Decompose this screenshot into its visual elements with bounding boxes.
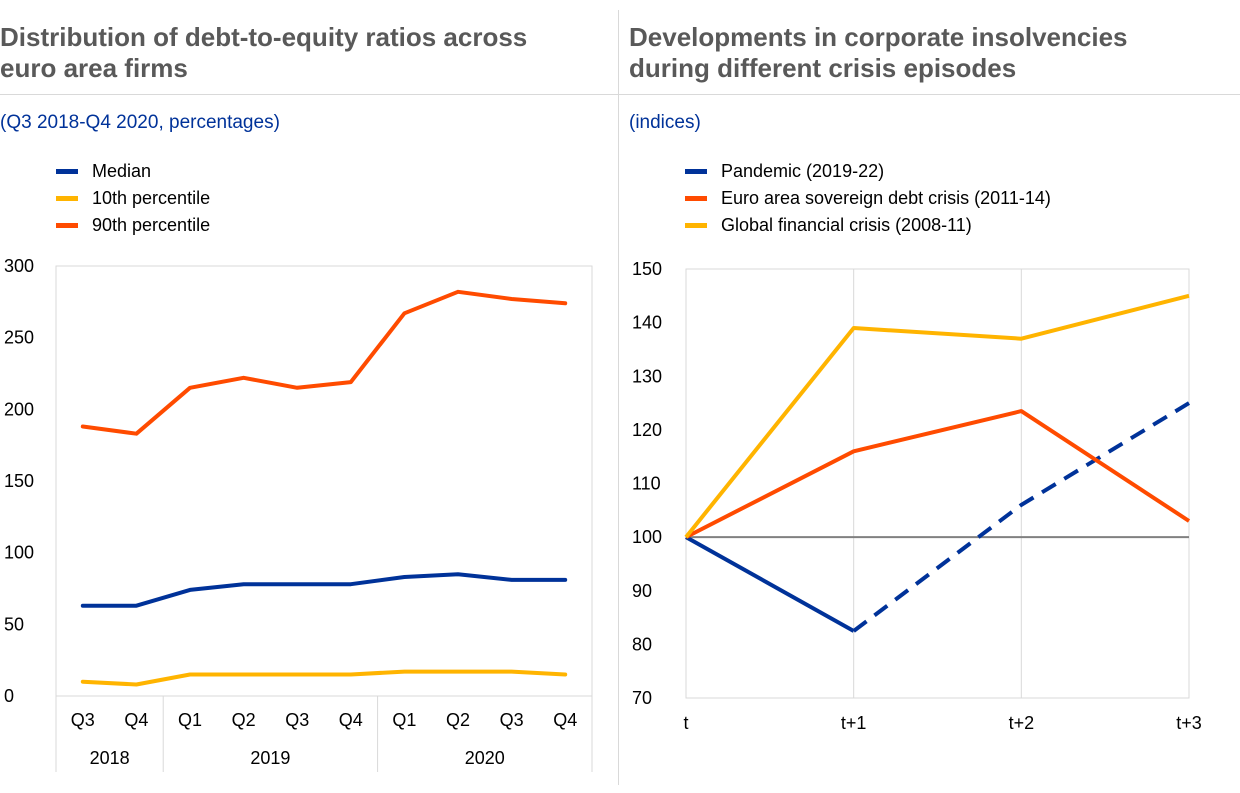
right-chart-subtitle: (indices): [629, 112, 701, 133]
right-x-tick-label: t+3: [1176, 713, 1202, 733]
left-x-tick-label: Q1: [392, 710, 416, 730]
right-x-tick-label: t: [683, 713, 688, 733]
left-panel: Distribution of debt-to-equity ratios ac…: [0, 0, 618, 793]
left-y-tick-label: 0: [4, 686, 14, 706]
left-line-chart: 0 50 100 150 200 250 300 Q3 Q4 Q1 Q2 Q3 Q4 Q1 Q2 Q3 Q4 20…: [4, 256, 593, 772]
left-year-label: 2019: [250, 748, 290, 768]
left-legend: Median 10th percentile 90th percentile: [56, 158, 210, 239]
right-y-tick-label: 110: [632, 474, 661, 494]
left-series-line-10th-percentile: [80, 669, 568, 687]
legend-label-median: Median: [92, 161, 152, 181]
right-series-line-pandemic-2019-22: [685, 535, 855, 633]
left-y-tick-label: 250: [4, 328, 34, 348]
legend-label-global-financial-crisis: Global financial crisis (2008-11): [721, 215, 972, 235]
legend-label-pandemic: Pandemic (2019-22): [721, 161, 885, 181]
legend-label-10th-percentile: 10th percentile: [92, 188, 211, 208]
right-series-line-euro-area-sovereign-debt-crisis-2011-14: [685, 409, 1191, 539]
right-panel: Developments in corporate insolvencies d…: [619, 0, 1240, 793]
left-year-label: 2020: [465, 748, 505, 768]
left-x-tick-label: Q3: [71, 710, 95, 730]
legend-item-90th-percentile: 90th percentile: [56, 212, 210, 239]
left-x-tick-label: Q4: [124, 710, 148, 730]
right-series-line-global-financial-crisis-2008-11: [684, 293, 1190, 539]
left-chart-subtitle: (Q3 2018-Q4 2020, percentages): [0, 112, 280, 133]
legend-item-pandemic: Pandemic (2019-22): [685, 158, 1051, 185]
right-y-tick-label: 130: [632, 366, 662, 386]
left-y-tick-label: 200: [4, 399, 34, 419]
left-series-line-median: [80, 572, 568, 608]
legend-item-global-financial-crisis: Global financial crisis (2008-11): [685, 212, 1051, 239]
right-y-tick-label: 90: [632, 581, 652, 601]
right-y-tick-label: 70: [632, 688, 652, 708]
left-x-tick-label: Q2: [446, 710, 470, 730]
left-x-tick-label: Q3: [285, 710, 309, 730]
right-y-tick-label: 120: [632, 420, 662, 440]
left-series-line-90th-percentile: [80, 289, 568, 436]
legend-item-10th-percentile: 10th percentile: [56, 185, 210, 212]
left-plot-area: [55, 265, 593, 697]
legend-swatch-10th-percentile: [56, 196, 78, 201]
right-y-tick-label: 140: [632, 313, 662, 333]
legend-swatch-pandemic: [685, 169, 707, 174]
right-y-tick-label: 150: [632, 259, 662, 279]
legend-item-median: Median: [56, 158, 210, 185]
right-line-chart: 70 80 90 100 110 120 130 140 150 t t+1 t+2 t+3: [632, 259, 1202, 733]
right-x-tick-label: t+1: [841, 713, 867, 733]
left-x-tick-label: Q4: [553, 710, 577, 730]
legend-label-90th-percentile: 90th percentile: [92, 215, 211, 235]
right-y-tick-label: 80: [632, 634, 652, 654]
left-y-tick-label: 300: [4, 256, 34, 276]
legend-label-sovereign-debt-crisis: Euro area sovereign debt crisis (2011-14…: [721, 188, 1051, 208]
legend-swatch-median: [56, 169, 78, 174]
right-legend: Pandemic (2019-22) Euro area sovereign d…: [685, 158, 1051, 239]
left-x-tick-label: Q2: [232, 710, 256, 730]
right-title-rule: [619, 94, 1240, 95]
legend-swatch-sovereign-debt-crisis: [685, 196, 707, 201]
left-y-tick-label: 150: [4, 471, 34, 491]
right-plot-area: [685, 268, 1190, 699]
legend-swatch-90th-percentile: [56, 223, 78, 228]
panel-divider: [618, 10, 619, 785]
legend-item-sovereign-debt-crisis: Euro area sovereign debt crisis (2011-14…: [685, 185, 1051, 212]
left-y-tick-label: 100: [4, 543, 34, 563]
left-y-tick-label: 50: [4, 614, 24, 634]
left-x-tick-label: Q1: [178, 710, 202, 730]
right-chart-title: Developments in corporate insolvencies d…: [629, 22, 1128, 83]
left-x-tick-label: Q3: [500, 710, 524, 730]
left-year-label: 2018: [90, 748, 130, 768]
left-title-rule: [0, 94, 618, 95]
right-x-tick-label: t+2: [1009, 713, 1035, 733]
left-x-tick-label: Q4: [339, 710, 363, 730]
left-chart-title: Distribution of debt-to-equity ratios ac…: [0, 22, 528, 83]
right-y-tick-label: 100: [632, 527, 662, 547]
legend-swatch-global-financial-crisis: [685, 223, 707, 228]
